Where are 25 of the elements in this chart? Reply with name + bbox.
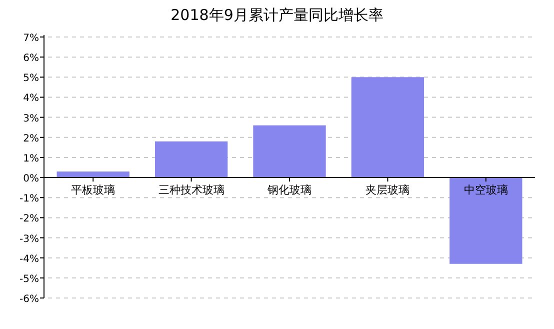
bar <box>253 125 326 178</box>
x-tick-label: 三种技术玻璃 <box>158 184 224 197</box>
y-tick-label: 5% <box>23 73 39 84</box>
x-tick-label: 中空玻璃 <box>464 184 508 197</box>
bar <box>56 172 130 178</box>
y-tick-label: 4% <box>23 93 39 104</box>
y-tick-label: 7% <box>23 33 39 44</box>
y-tick-label: -1% <box>20 194 39 205</box>
y-tick-label: 2% <box>23 133 39 144</box>
y-tick-label: 1% <box>23 153 39 164</box>
bar <box>154 141 228 178</box>
y-tick-label: -4% <box>20 254 39 265</box>
chart-title: 2018年9月累计产量同比增长率 <box>170 6 384 24</box>
bar <box>450 178 522 264</box>
y-tick-label: 3% <box>23 113 39 124</box>
y-tick-label: -5% <box>20 274 39 285</box>
x-tick-label: 夹层玻璃 <box>366 184 410 197</box>
y-tick-label: 6% <box>23 53 39 64</box>
bar <box>351 77 424 178</box>
x-tick-label: 钢化玻璃 <box>266 184 312 197</box>
y-tick-label: -6% <box>20 294 39 305</box>
x-tick-label: 平板玻璃 <box>71 184 116 197</box>
y-tick-label: -3% <box>20 234 39 245</box>
y-tick-label: 0% <box>23 174 39 185</box>
y-tick-label: -2% <box>20 214 39 225</box>
